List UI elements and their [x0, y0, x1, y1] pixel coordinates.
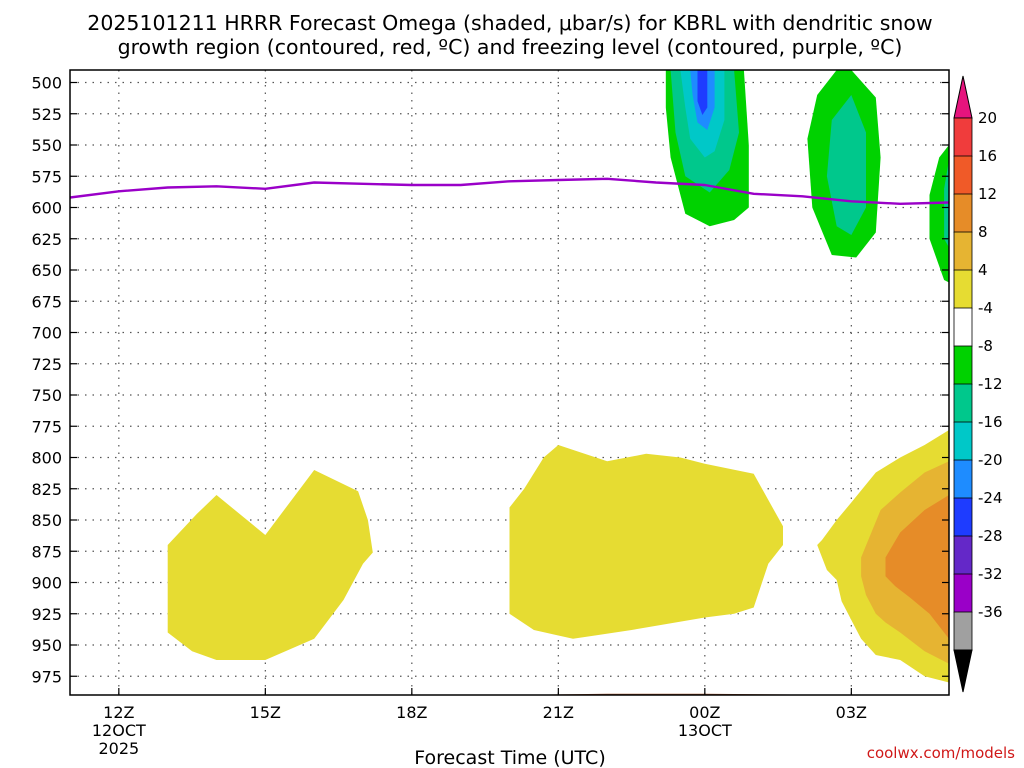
y-tick-label: 625 — [31, 230, 62, 249]
colorbar-label: 12 — [978, 185, 997, 203]
colorbar-bin — [953, 535, 973, 575]
y-tick-label: 775 — [31, 417, 62, 436]
colorbar-bin — [953, 573, 973, 613]
y-tick-label: 800 — [31, 449, 62, 468]
y-tick-label: 850 — [31, 511, 62, 530]
colorbar-label: 8 — [978, 223, 988, 241]
freezing-level-contour — [70, 177, 949, 206]
colorbar-label: -24 — [978, 489, 1003, 507]
x-tick-label: 15Z — [250, 703, 281, 722]
colorbar-top-arrow — [953, 75, 973, 119]
x-tick-label: 03Z — [836, 703, 867, 722]
chart-title-line1: 2025101211 HRRR Forecast Omega (shaded, … — [87, 11, 932, 35]
y-tick-label: 675 — [31, 292, 62, 311]
omega-region-down-2-level-4 — [509, 445, 783, 639]
y-tick-label: 750 — [31, 386, 62, 405]
y-tick-label: 900 — [31, 574, 62, 593]
x-tick-label: 00Z — [689, 703, 720, 722]
omega-region-down-1-level-4 — [167, 470, 373, 660]
y-tick-label: 925 — [31, 605, 62, 624]
colorbar-bottom-arrow — [953, 649, 973, 693]
y-tick-label: 825 — [31, 480, 62, 499]
y-tick-label: 550 — [31, 136, 62, 155]
colorbar-bin — [953, 231, 973, 271]
colorbar-label: -32 — [978, 565, 1003, 583]
x-tick-label: 2025 — [98, 739, 139, 758]
chart-title-line2: growth region (contoured, red, ºC) and f… — [118, 35, 903, 59]
freezing-level-line — [70, 177, 949, 206]
colorbar-label: -28 — [978, 527, 1003, 545]
colorbar-label: -20 — [978, 451, 1003, 469]
colorbar-label: 20 — [978, 109, 997, 127]
x-tick-label: 12OCT — [92, 721, 146, 740]
y-tick-label: 500 — [31, 74, 62, 93]
colorbar-label: -16 — [978, 413, 1003, 431]
y-tick-label: 950 — [31, 636, 62, 655]
colorbar-bin — [953, 307, 973, 347]
y-tick-label: 725 — [31, 355, 62, 374]
y-axis-ticks: 500 525 550 575 600 625 650 675 700 725 750 775 800 8… — [31, 74, 949, 686]
colorbar-bin — [953, 345, 973, 385]
colorbar: 20 16 12 8 4 -4 -8 -12 -16 -20 -24 -28 -32 -36 — [953, 75, 1003, 693]
colorbar-bin — [953, 497, 973, 537]
x-tick-label: 13OCT — [678, 721, 732, 740]
colorbar-bin — [953, 193, 973, 233]
colorbar-bin — [953, 155, 973, 195]
colorbar-bin — [953, 611, 973, 651]
colorbar-bin — [953, 117, 973, 157]
omega-region-up-3-level-neg4 — [929, 145, 949, 283]
colorbar-label: -12 — [978, 375, 1003, 393]
colorbar-label: 16 — [978, 147, 997, 165]
omega-region-up-1-level-neg20 — [697, 70, 708, 115]
x-tick-label: 12Z — [103, 703, 134, 722]
omega-shaded-regions — [167, 70, 949, 683]
y-tick-label: 650 — [31, 261, 62, 280]
y-tick-label: 575 — [31, 167, 62, 186]
colorbar-bin — [953, 459, 973, 499]
colorbar-bin — [953, 269, 973, 309]
plot-frame — [69, 69, 950, 696]
y-tick-label: 875 — [31, 542, 62, 561]
colorbar-label: -4 — [978, 299, 993, 317]
x-tick-label: 21Z — [543, 703, 574, 722]
x-tick-label: 18Z — [396, 703, 427, 722]
colorbar-bin — [953, 421, 973, 461]
credit-text: coolwx.com/models — [867, 744, 1015, 762]
y-tick-label: 600 — [31, 199, 62, 218]
y-tick-label: 525 — [31, 105, 62, 124]
omega-region-down-3-level-12 — [885, 495, 949, 639]
y-tick-label: 975 — [31, 667, 62, 686]
colorbar-label: -36 — [978, 603, 1003, 621]
y-tick-label: 700 — [31, 324, 62, 343]
x-axis-label: Forecast Time (UTC) — [414, 747, 605, 768]
colorbar-bin — [953, 383, 973, 423]
colorbar-label: -8 — [978, 337, 993, 355]
colorbar-label: 4 — [978, 261, 988, 279]
